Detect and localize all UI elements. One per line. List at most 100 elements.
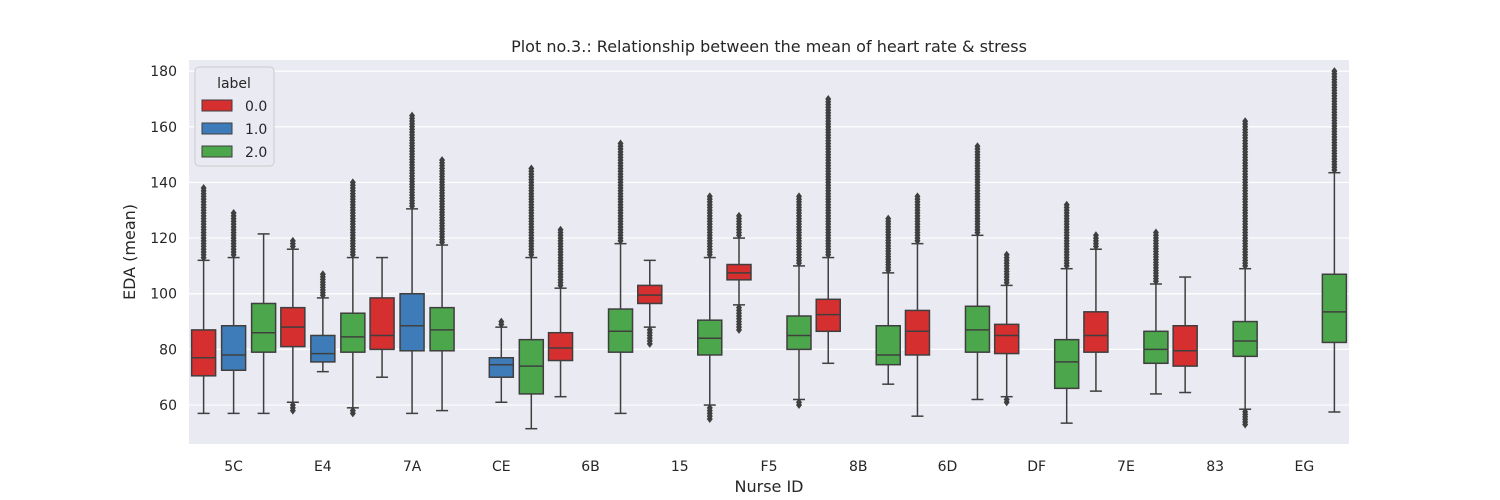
box-E4-2.0 (340, 178, 366, 418)
series-2.0 (250, 67, 1348, 430)
box-6B-0.0 (547, 225, 574, 398)
box-6D-2.0 (964, 142, 991, 401)
box-iqr (310, 334, 336, 363)
x-tick-label: 7E (1117, 459, 1135, 475)
box-iqr (1143, 330, 1169, 365)
box-EG-2.0 (1321, 67, 1348, 413)
box-iqr (1083, 311, 1109, 353)
outlier-point (796, 401, 802, 410)
x-axis-label: Nurse ID (735, 477, 804, 496)
box-83-2.0 (1232, 117, 1258, 429)
box-7E-0.0 (1083, 231, 1109, 392)
outlier-point (885, 214, 892, 223)
box-iqr (786, 315, 812, 351)
outlier-point (528, 164, 535, 173)
series-0.0 (190, 94, 1198, 417)
box-iqr (250, 302, 277, 353)
outlier-point (706, 192, 713, 201)
y-tick-label: 180 (150, 64, 177, 80)
box-series (190, 67, 1348, 430)
outlier-point (557, 225, 564, 234)
box-DF-0.0 (993, 250, 1020, 407)
outlier-point (1331, 67, 1338, 76)
x-tick-label: 5C (224, 459, 243, 475)
box-5C-1.0 (220, 209, 247, 415)
outlier-point (200, 184, 207, 192)
box-7A-1.0 (399, 111, 425, 415)
chart-title: Plot no.3.: Relationship between the mea… (511, 37, 1027, 56)
box-CE-1.0 (488, 317, 515, 404)
y-tick-labels: 60 80 100 120 140 160 180 (150, 64, 177, 414)
y-tick-label: 160 (150, 120, 177, 136)
box-7A-2.0 (429, 156, 455, 412)
box-iqr (1321, 273, 1348, 344)
outlier-point (914, 192, 921, 201)
outlier-point (796, 192, 802, 201)
x-tick-labels: 5C E4 7A CE 6B 15 F5 8B 6D DF 7E 83 EG (224, 459, 1314, 475)
outlier-point (736, 211, 742, 220)
box-iqr (340, 312, 366, 353)
outlier-point (1242, 117, 1249, 126)
box-iqr (369, 297, 395, 351)
x-tick-label: 8B (849, 459, 868, 475)
box-7E-2.0 (1143, 228, 1169, 395)
box-iqr (547, 331, 574, 362)
box-15-2.0 (697, 192, 723, 423)
box-iqr (1053, 338, 1080, 390)
box-83-0.0 (1172, 276, 1198, 394)
box-E4-1.0 (310, 270, 336, 373)
x-tick-label: 7A (403, 459, 422, 475)
box-DF-2.0 (1053, 200, 1080, 424)
outlier-point (1152, 228, 1159, 237)
x-tick-label: E4 (314, 459, 332, 475)
y-tick-label: 60 (159, 398, 177, 414)
x-tick-label: CE (492, 459, 511, 475)
legend-swatch-2.0 (201, 145, 233, 158)
outlier-point (706, 414, 713, 423)
outlier-point (349, 409, 356, 418)
outlier-point (230, 209, 237, 218)
box-8B-2.0 (875, 214, 901, 385)
outlier-point (289, 236, 296, 245)
box-iqr (1172, 324, 1198, 367)
outlier-point (1003, 398, 1010, 407)
outlier-point (289, 406, 296, 415)
outlier-point (349, 178, 356, 187)
legend-swatch-1.0 (201, 122, 233, 135)
box-iqr (993, 323, 1020, 355)
box-iqr (875, 324, 901, 366)
box-15-0.0 (637, 259, 663, 348)
legend-title: label (217, 76, 251, 92)
y-tick-label: 100 (150, 287, 177, 303)
outlier-point (736, 325, 742, 334)
outlier-point (498, 317, 505, 326)
legend-label-2.0: 2.0 (245, 145, 267, 161)
x-tick-label: 6D (938, 459, 958, 475)
outlier-point (646, 339, 653, 348)
x-tick-label: EG (1295, 459, 1315, 475)
box-F5-0.0 (726, 211, 752, 334)
legend-frame (194, 66, 275, 167)
x-tick-label: DF (1027, 459, 1046, 475)
x-tick-label: F5 (761, 459, 778, 475)
outlier-point (1003, 250, 1010, 259)
outlier-point (1242, 420, 1249, 429)
outlier-point (319, 270, 326, 279)
y-tick-label: 140 (150, 175, 177, 191)
box-5C-2.0 (250, 233, 277, 415)
outlier-point (439, 156, 446, 165)
legend-label-1.0: 1.0 (245, 122, 267, 138)
y-axis-label: EDA (mean) (120, 204, 139, 300)
x-tick-label: 6B (581, 459, 600, 475)
outlier-point (409, 111, 416, 120)
legend-items: 0.0 1.0 2.0 (201, 99, 267, 161)
box-8B-0.0 (815, 94, 841, 365)
box-6D-0.0 (904, 192, 931, 417)
box-F5-2.0 (786, 192, 812, 410)
legend: label 0.0 1.0 2.0 (194, 66, 275, 167)
box-iqr (1232, 320, 1258, 358)
box-CE-2.0 (518, 164, 545, 430)
y-tick-label: 120 (150, 231, 177, 247)
outlier-point (1063, 200, 1070, 209)
